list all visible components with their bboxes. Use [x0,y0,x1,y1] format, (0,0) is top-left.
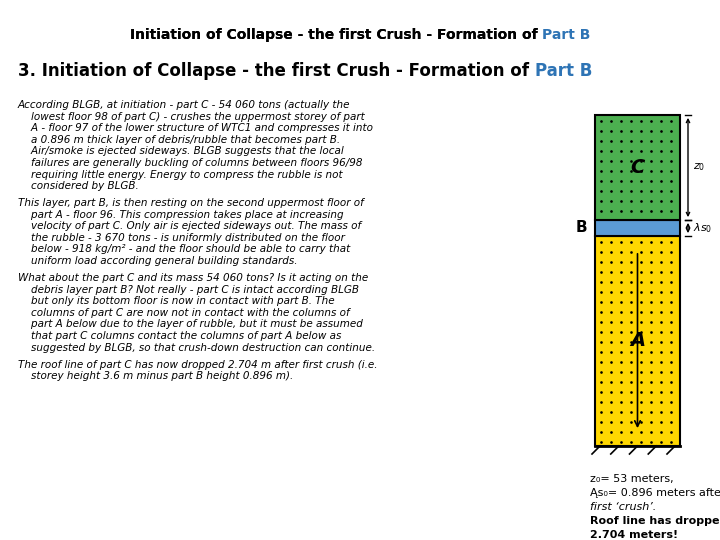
Text: 3. Initiation of Collapse - the first Crush - Formation of: 3. Initiation of Collapse - the first Cr… [18,62,535,80]
Text: Part B: Part B [542,28,590,42]
Bar [595,236,680,446]
Text: Roof line has dropped: Roof line has dropped [590,516,720,526]
Text: Part B: Part B [535,62,592,80]
Bar [595,220,680,236]
Text: A: A [630,332,645,350]
Text: Initiation of Collapse - the first Crush - Formation of: Initiation of Collapse - the first Crush… [130,28,542,42]
Text: $\lambda s_0$: $\lambda s_0$ [693,221,712,235]
Text: What about the part C and its mass 54 060 tons? Is it acting on the
    debris l: What about the part C and its mass 54 06… [18,273,375,353]
Text: first ‘crush’.: first ‘crush’. [590,502,656,512]
Text: B: B [575,220,587,235]
Text: Ąs₀= 0.896 meters after: Ąs₀= 0.896 meters after [590,488,720,498]
Text: 2.704 meters!: 2.704 meters! [590,530,678,540]
Text: z₀= 53 meters,: z₀= 53 meters, [590,474,674,484]
Text: $z_0$: $z_0$ [693,161,706,173]
Text: Initiation of Collapse - the first Crush - Formation of: Initiation of Collapse - the first Crush… [130,28,542,42]
Text: C: C [631,158,644,177]
Text: This layer, part B, is then resting on the second uppermost floor of
    part A : This layer, part B, is then resting on t… [18,198,364,266]
Text: According BLGB, at initiation - part C - 54 060 tons (actually the
    lowest fl: According BLGB, at initiation - part C -… [18,100,373,191]
Text: The roof line of part C has now dropped 2.704 m after first crush (i.e.
    stor: The roof line of part C has now dropped … [18,360,377,381]
Bar [595,115,680,220]
